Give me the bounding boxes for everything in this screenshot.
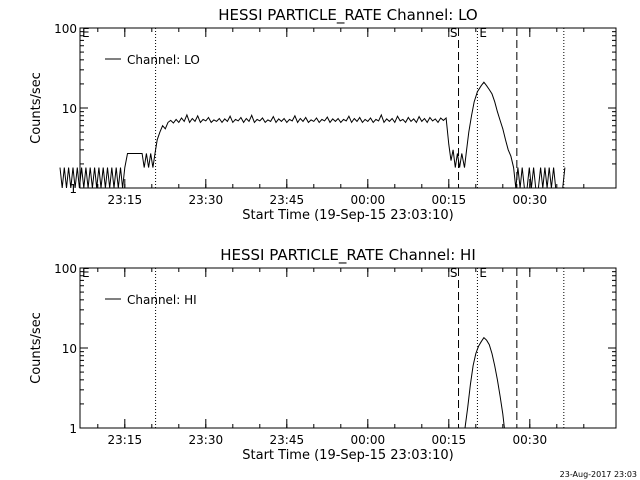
- event-marker-label: E: [479, 26, 487, 40]
- plot-frame: [79, 27, 617, 189]
- x-tick-label: 00:30: [513, 193, 548, 207]
- x-tick-label: 00:15: [432, 193, 467, 207]
- series-line: [464, 336, 505, 429]
- x-tick-label: 00:30: [513, 433, 548, 447]
- event-marker-label: E: [82, 266, 90, 280]
- event-marker-label: S: [450, 26, 458, 40]
- x-tick-label: 00:00: [351, 433, 386, 447]
- x-tick-label: 00:15: [432, 433, 467, 447]
- x-axis-label: Start Time (19-Sep-15 23:03:10): [242, 448, 453, 463]
- lo-channel-panel: HESSI PARTICLE_RATE Channel: LO 1 10 100 Cou…: [29, 6, 617, 223]
- hi-channel-panel: HESSI PARTICLE_RATE Channel: HI 1 10 100 Cou…: [29, 246, 617, 463]
- series-line: [59, 81, 566, 189]
- y-tick-label: 1: [69, 422, 77, 436]
- y-tick-label: 100: [54, 22, 77, 36]
- x-tick-label: 23:15: [108, 193, 143, 207]
- chart-title: HESSI PARTICLE_RATE Channel: LO: [218, 6, 477, 25]
- x-tick-label: 23:15: [108, 433, 143, 447]
- event-marker-label: E: [82, 26, 90, 40]
- y-axis-label: Counts/sec: [29, 312, 44, 384]
- legend-label: Channel: LO: [127, 53, 200, 67]
- x-tick-label: 23:45: [270, 433, 305, 447]
- x-tick-label: 23:45: [270, 193, 305, 207]
- generation-timestamp: 23-Aug-2017 23:03: [560, 470, 637, 479]
- event-marker-label: E: [479, 266, 487, 280]
- x-tick-label: 23:30: [189, 433, 224, 447]
- x-tick-label: 00:00: [351, 193, 386, 207]
- legend-label: Channel: HI: [127, 293, 197, 307]
- x-axis-label: Start Time (19-Sep-15 23:03:10): [242, 208, 453, 223]
- y-tick-label: 10: [62, 102, 77, 116]
- y-axis-label: Counts/sec: [29, 72, 44, 144]
- chart-title: HESSI PARTICLE_RATE Channel: HI: [220, 246, 476, 265]
- y-tick-label: 1: [69, 182, 77, 196]
- event-marker-label: S: [450, 266, 458, 280]
- x-tick-label: 23:30: [189, 193, 224, 207]
- y-tick-label: 10: [62, 342, 77, 356]
- y-tick-label: 100: [54, 262, 77, 276]
- plot-frame: [79, 267, 617, 429]
